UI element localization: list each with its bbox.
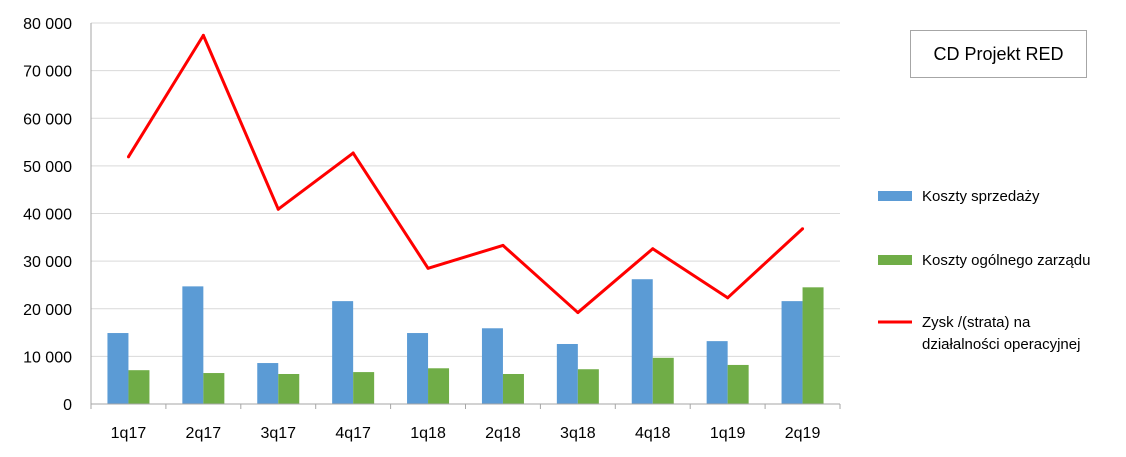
x-tick-label: 4q17: [335, 425, 371, 442]
legend-label: Koszty ogólnego zarządu: [922, 252, 1090, 269]
y-tick-label: 60 000: [23, 111, 72, 128]
x-tick-label: 2q18: [485, 425, 521, 442]
chart-title: CD Projekt RED: [910, 30, 1087, 78]
line-point: [576, 311, 580, 315]
y-tick-label: 0: [63, 397, 72, 414]
bar: [727, 364, 749, 404]
x-tick-label: 1q19: [710, 425, 746, 442]
legend-swatch: [878, 255, 912, 265]
bar: [631, 279, 653, 404]
bar: [577, 369, 599, 404]
legend-label: Zysk /(strata) na działalności operacyjne…: [922, 314, 1080, 353]
line-point: [126, 155, 130, 159]
bar: [428, 368, 450, 404]
x-tick-label: 2q17: [186, 425, 222, 442]
tick-labels: 0 10 000 20 000 30 000 40 000 50 000 60 000 70 …: [23, 16, 820, 442]
x-tick-label: 3q18: [560, 425, 596, 442]
bar: [781, 301, 803, 404]
bar: [407, 333, 429, 404]
x-tick-label: 3q17: [260, 425, 296, 442]
gridlines: [91, 22, 840, 357]
bar: [353, 372, 375, 404]
axes: [90, 23, 841, 409]
line-point: [801, 227, 805, 231]
line-point: [501, 243, 505, 247]
bar: [278, 373, 300, 404]
line-point: [351, 151, 355, 155]
x-tick-label: 1q18: [410, 425, 446, 442]
line-point: [426, 266, 430, 270]
legend-label: Koszty sprzedaży: [922, 188, 1040, 205]
line-point: [276, 207, 280, 211]
bar: [203, 373, 225, 404]
line-series: [126, 33, 805, 315]
bar: [257, 363, 279, 404]
x-tick-label: 2q19: [785, 425, 821, 442]
y-tick-label: 20 000: [23, 302, 72, 319]
line-series-path: [127, 33, 804, 315]
y-tick-label: 70 000: [23, 64, 72, 81]
bar: [802, 287, 824, 404]
y-tick-label: 40 000: [23, 207, 72, 224]
bar: [706, 341, 728, 404]
x-tick-label: 1q17: [111, 425, 147, 442]
bars: [107, 279, 824, 404]
bar: [652, 357, 674, 404]
y-tick-label: 30 000: [23, 254, 72, 271]
bar: [182, 286, 204, 404]
bar: [107, 333, 129, 404]
line-point: [651, 247, 655, 251]
bar: [556, 343, 578, 404]
bar: [332, 301, 354, 404]
bar: [502, 373, 524, 404]
line-point: [726, 296, 730, 300]
y-tick-label: 80 000: [23, 16, 72, 33]
legend-swatch: [878, 191, 912, 201]
x-tick-label: 4q18: [635, 425, 671, 442]
line-point: [201, 33, 205, 37]
bar: [481, 328, 503, 404]
y-tick-label: 50 000: [23, 159, 72, 176]
legend: Koszty sprzedaży Koszty ogólnego zarządu Z…: [878, 188, 1090, 353]
bar: [128, 370, 150, 404]
y-tick-label: 10 000: [23, 349, 72, 366]
